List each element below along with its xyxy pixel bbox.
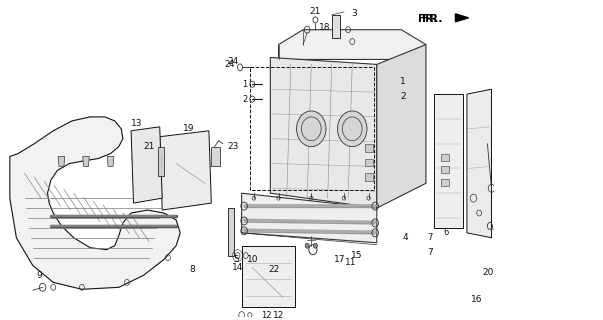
- Text: 1: 1: [400, 77, 406, 86]
- Polygon shape: [107, 156, 114, 166]
- Polygon shape: [10, 117, 180, 289]
- Polygon shape: [131, 127, 162, 203]
- Polygon shape: [158, 147, 164, 176]
- Polygon shape: [132, 156, 139, 166]
- Text: 16: 16: [471, 295, 482, 304]
- Polygon shape: [365, 173, 373, 181]
- Polygon shape: [242, 246, 295, 307]
- Circle shape: [297, 111, 326, 147]
- Text: 14: 14: [232, 263, 243, 272]
- Text: 21: 21: [310, 7, 321, 16]
- Text: 3: 3: [351, 9, 357, 18]
- Text: 24: 24: [228, 57, 239, 66]
- Polygon shape: [228, 208, 235, 256]
- Polygon shape: [160, 131, 211, 210]
- Text: 9: 9: [36, 271, 42, 280]
- Text: FR.: FR.: [422, 14, 443, 24]
- Polygon shape: [365, 144, 373, 152]
- Polygon shape: [434, 94, 463, 228]
- Text: 10: 10: [247, 255, 258, 264]
- Polygon shape: [365, 158, 373, 166]
- Text: 7: 7: [428, 233, 433, 242]
- Text: 21: 21: [144, 142, 155, 151]
- Text: 17: 17: [334, 255, 346, 264]
- Polygon shape: [455, 14, 469, 22]
- Polygon shape: [58, 156, 65, 166]
- Text: 7: 7: [427, 248, 433, 257]
- Text: 2: 2: [242, 95, 247, 104]
- Polygon shape: [377, 44, 426, 208]
- Text: 12: 12: [273, 310, 284, 320]
- Text: 19: 19: [183, 124, 194, 133]
- Text: FR.: FR.: [418, 14, 437, 24]
- Text: 22: 22: [269, 265, 280, 274]
- Text: 23: 23: [228, 142, 239, 151]
- Text: 8: 8: [189, 265, 195, 274]
- Polygon shape: [242, 193, 377, 243]
- Text: 5: 5: [233, 255, 239, 264]
- Text: 18: 18: [318, 23, 330, 32]
- Text: 15: 15: [350, 251, 362, 260]
- Polygon shape: [467, 89, 491, 238]
- Polygon shape: [332, 15, 340, 38]
- Polygon shape: [211, 147, 219, 166]
- Circle shape: [338, 111, 367, 147]
- Text: 12: 12: [261, 310, 271, 320]
- Circle shape: [314, 243, 317, 248]
- Text: 20: 20: [482, 268, 494, 277]
- Polygon shape: [441, 166, 449, 173]
- Text: 13: 13: [131, 119, 142, 128]
- Text: 6: 6: [444, 228, 449, 237]
- Polygon shape: [270, 58, 377, 208]
- Circle shape: [305, 243, 309, 248]
- Polygon shape: [441, 179, 449, 186]
- Text: 2: 2: [400, 92, 406, 100]
- Polygon shape: [441, 154, 449, 161]
- Text: 1: 1: [242, 80, 247, 89]
- Polygon shape: [279, 30, 426, 60]
- Text: 11: 11: [345, 258, 356, 267]
- Text: 24: 24: [224, 60, 235, 69]
- Text: 4: 4: [403, 233, 408, 242]
- Polygon shape: [83, 156, 89, 166]
